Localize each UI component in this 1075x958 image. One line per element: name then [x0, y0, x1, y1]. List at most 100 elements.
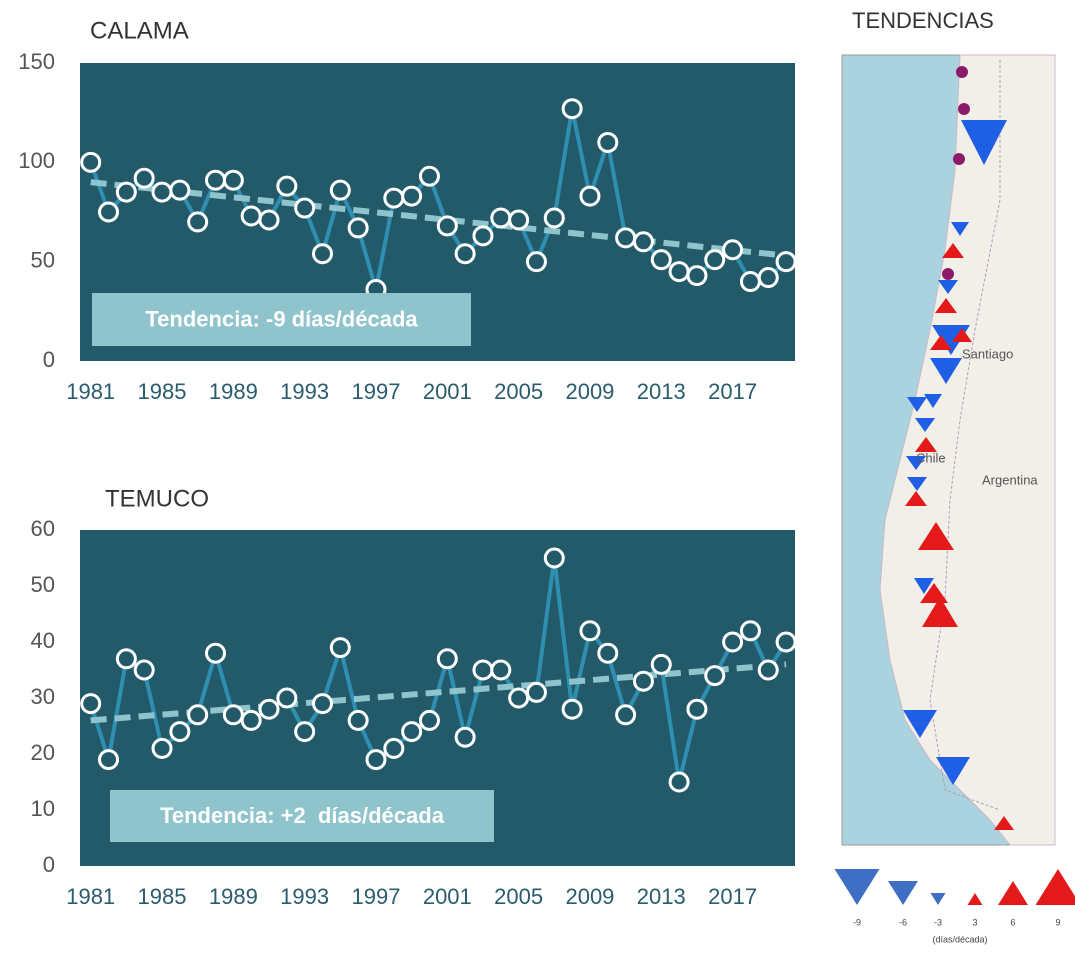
legend-marker: [888, 881, 918, 905]
data-point: [385, 739, 403, 757]
data-point: [420, 167, 438, 185]
x-tick-label: 2017: [708, 379, 757, 404]
data-point: [617, 229, 635, 247]
legend-marker: [968, 893, 983, 905]
data-point: [153, 739, 171, 757]
legend-marker: [1036, 869, 1075, 905]
x-tick-label: 2001: [423, 884, 472, 909]
data-point: [100, 203, 118, 221]
x-tick-label: 1993: [280, 884, 329, 909]
annotation: Tendencia: -9 días/década: [145, 306, 418, 331]
data-point: [724, 633, 742, 651]
data-point: [652, 251, 670, 269]
y-tick-label: 50: [31, 247, 55, 272]
x-tick-label: 2013: [637, 884, 686, 909]
data-point: [331, 639, 349, 657]
y-tick-label: 60: [31, 516, 55, 541]
data-point: [117, 650, 135, 668]
data-point: [296, 723, 314, 741]
x-tick-label: 2017: [708, 884, 757, 909]
data-point: [349, 219, 367, 237]
data-point: [385, 189, 403, 207]
data-point: [652, 655, 670, 673]
y-tick-label: 30: [31, 684, 55, 709]
data-point: [117, 183, 135, 201]
data-point: [510, 689, 528, 707]
data-point: [777, 253, 795, 271]
y-tick-label: 0: [43, 852, 55, 877]
data-point: [207, 644, 225, 662]
y-tick-label: 40: [31, 628, 55, 653]
data-point: [706, 667, 724, 685]
data-point: [634, 233, 652, 251]
data-point: [403, 723, 421, 741]
map-label: Chile: [916, 450, 946, 465]
data-point: [599, 133, 617, 151]
x-tick-label: 2005: [494, 884, 543, 909]
data-point: [189, 213, 207, 231]
data-point: [777, 633, 795, 651]
x-tick-label: 2001: [423, 379, 472, 404]
data-point: [153, 183, 171, 201]
y-tick-label: 150: [18, 49, 55, 74]
x-tick-label: 1993: [280, 379, 329, 404]
x-tick-label: 2013: [637, 379, 686, 404]
data-point: [260, 211, 278, 229]
legend-label: -3: [934, 917, 942, 927]
data-point: [224, 706, 242, 724]
legend-label: -9: [853, 917, 861, 927]
x-tick-label: 1981: [66, 884, 115, 909]
map-label: Argentina: [982, 472, 1038, 487]
data-point: [581, 187, 599, 205]
x-tick-label: 1997: [352, 379, 401, 404]
legend-marker: [931, 893, 946, 905]
data-point: [367, 751, 385, 769]
data-point: [438, 650, 456, 668]
data-point: [313, 245, 331, 263]
map-title: TENDENCIAS: [852, 8, 994, 33]
data-point: [563, 700, 581, 718]
chart-title: CALAMA: [90, 17, 189, 44]
x-tick-label: 1989: [209, 884, 258, 909]
data-point: [296, 199, 314, 217]
data-point: [135, 661, 153, 679]
data-point: [171, 723, 189, 741]
data-point: [242, 711, 260, 729]
y-tick-label: 10: [31, 796, 55, 821]
x-tick-label: 2005: [494, 379, 543, 404]
legend-label: 3: [972, 917, 977, 927]
data-point: [741, 273, 759, 291]
data-point: [82, 153, 100, 171]
legend-label: 6: [1010, 917, 1015, 927]
data-point: [545, 549, 563, 567]
y-tick-label: 0: [43, 347, 55, 372]
data-point: [100, 751, 118, 769]
data-point: [688, 700, 706, 718]
data-point: [135, 169, 153, 187]
data-point: [82, 695, 100, 713]
data-point: [278, 689, 296, 707]
data-point: [207, 171, 225, 189]
x-tick-label: 1981: [66, 379, 115, 404]
data-point: [527, 253, 545, 271]
data-point: [349, 711, 367, 729]
data-point: [706, 251, 724, 269]
data-point: [474, 661, 492, 679]
data-point: [171, 181, 189, 199]
data-point: [670, 263, 688, 281]
data-point: [456, 245, 474, 263]
data-point: [688, 267, 706, 285]
data-point: [260, 700, 278, 718]
data-point: [545, 209, 563, 227]
data-point: [670, 773, 688, 791]
legend-label: 9: [1055, 917, 1060, 927]
data-point: [492, 209, 510, 227]
x-tick-label: 1985: [138, 379, 187, 404]
data-point: [527, 683, 545, 701]
x-tick-label: 1985: [138, 884, 187, 909]
data-point: [563, 100, 581, 118]
data-point: [492, 661, 510, 679]
data-point: [403, 187, 421, 205]
data-point: [242, 207, 260, 225]
